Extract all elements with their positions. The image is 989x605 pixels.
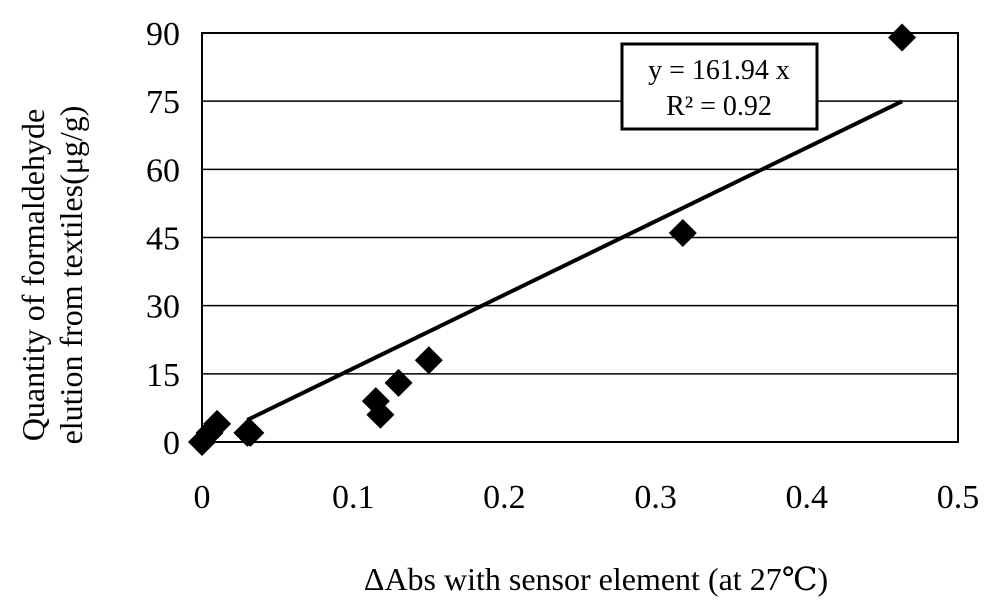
y-tick-label: 90 [146, 16, 180, 53]
y-tick-label: 60 [146, 152, 180, 189]
x-tick-label: 0 [194, 479, 211, 516]
trendline-equation-box: y = 161.94 x R² = 0.92 [620, 42, 819, 131]
trendline [246, 99, 903, 422]
x-tick-label: 0.4 [786, 479, 829, 516]
x-tick-label: 0.3 [634, 479, 677, 516]
y-tick-label: 30 [146, 289, 180, 326]
y-axis-title-line-2: elution from textiles(μg/g) [53, 106, 89, 445]
y-tick-label: 75 [146, 84, 180, 121]
equation-box-frame [620, 42, 819, 131]
y-tick-label: 45 [146, 221, 180, 258]
x-axis-tick-labels: 0 0.1 0.2 0.3 0.4 0.5 [194, 479, 980, 516]
data-point [203, 409, 232, 438]
data-point [888, 23, 917, 52]
y-axis-title-line-1: Quantity of formaldehyde [15, 109, 51, 441]
y-tick-label: 0 [163, 425, 180, 462]
y-axis-tick-labels: 0 15 30 45 60 75 90 [146, 16, 180, 462]
data-point [414, 346, 443, 375]
equation-text: y = 161.94 x [648, 55, 790, 86]
x-tick-label: 0.2 [483, 479, 526, 516]
x-tick-label: 0.1 [332, 479, 375, 516]
data-points [188, 23, 917, 456]
grid-lines [202, 100, 958, 375]
data-point [366, 400, 395, 429]
r-squared-text: R² = 0.92 [666, 91, 772, 122]
data-point [668, 218, 697, 247]
x-axis-title: ΔAbs with sensor element (at 27℃) [364, 561, 828, 597]
data-point [236, 418, 265, 447]
plot-area-frame [201, 32, 959, 443]
data-point [384, 368, 413, 397]
y-tick-label: 15 [146, 357, 180, 394]
x-tick-label: 0.5 [937, 479, 980, 516]
